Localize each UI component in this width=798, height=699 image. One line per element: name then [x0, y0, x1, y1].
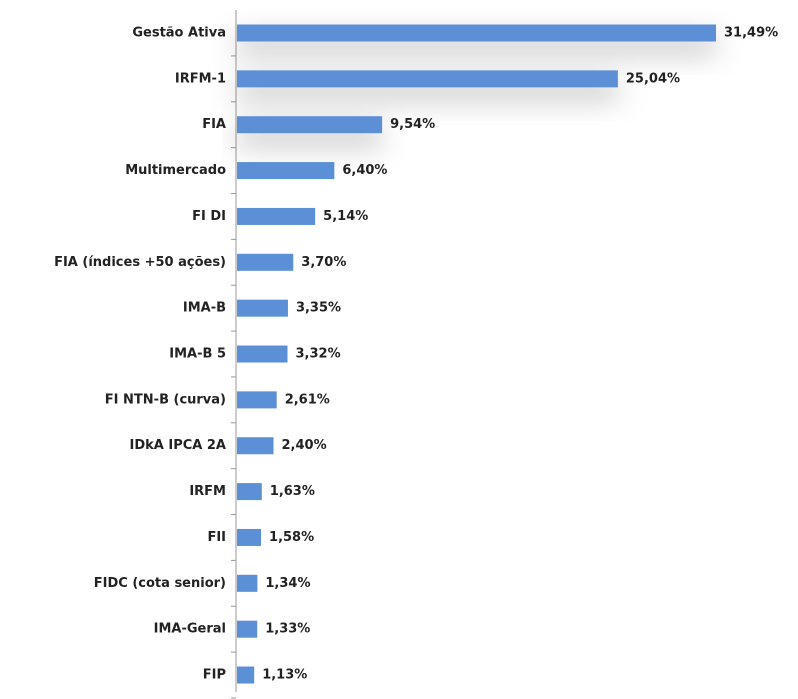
bar [237, 70, 618, 88]
bar [237, 253, 294, 271]
value-label: 3,32% [296, 347, 341, 362]
bar [237, 666, 255, 684]
value-label: 25,04% [626, 71, 680, 86]
value-label: 3,35% [296, 301, 341, 316]
category-label: Multimercado [125, 163, 226, 178]
category-label: FIDC (cota senior) [94, 576, 226, 591]
value-label: 2,61% [285, 392, 330, 407]
value-label: 2,40% [282, 438, 327, 453]
value-label: 1,13% [262, 668, 307, 683]
category-label: FIA [202, 117, 226, 132]
category-label: FI DI [192, 209, 226, 224]
value-label: 1,63% [270, 484, 315, 499]
value-label: 31,49% [724, 26, 778, 41]
bar [237, 299, 288, 317]
value-label: 1,34% [265, 576, 310, 591]
category-label: IMA-B 5 [169, 347, 226, 362]
bar [237, 162, 335, 180]
bar [237, 574, 258, 592]
category-label: IMA-B [183, 301, 226, 316]
category-label: FII [207, 530, 226, 545]
category-label: IRFM-1 [175, 71, 226, 86]
category-label: IMA-Geral [154, 622, 226, 637]
bar [237, 437, 274, 455]
bar [237, 116, 383, 134]
value-label: 6,40% [342, 163, 387, 178]
category-label: FIA (índices +50 ações) [54, 255, 226, 270]
category-label: FIP [203, 668, 226, 683]
value-label: 1,33% [265, 622, 310, 637]
bar [237, 207, 316, 225]
category-label: FI NTN-B (curva) [105, 392, 226, 407]
bar [237, 345, 288, 363]
bar [237, 528, 262, 546]
category-label: Gestão Ativa [132, 26, 226, 41]
value-label: 5,14% [323, 209, 368, 224]
value-label: 3,70% [301, 255, 346, 270]
category-label: IDkA IPCA 2A [130, 438, 226, 453]
bar [237, 483, 262, 501]
category-label: IRFM [189, 484, 226, 499]
value-label: 9,54% [390, 117, 435, 132]
bar [237, 24, 716, 42]
bar [237, 620, 258, 638]
bar [237, 391, 277, 409]
value-label: 1,58% [269, 530, 314, 545]
